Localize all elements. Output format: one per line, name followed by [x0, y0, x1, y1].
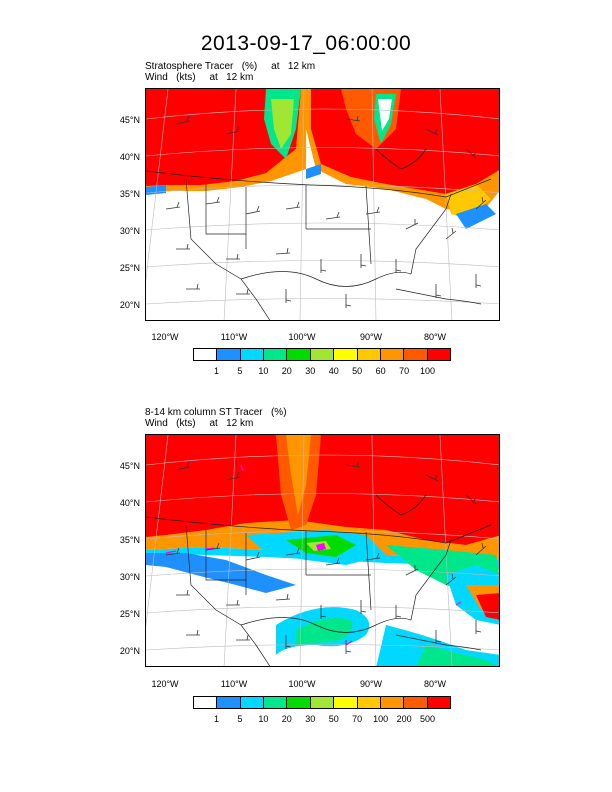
panel1-subtitle-tracer: Stratosphere Tracer (%) at 12 km [145, 61, 316, 72]
panel1-boundaries [146, 148, 492, 320]
colorbar-label: 50 [352, 366, 363, 376]
figure-title: 2013-09-17_06:00:00 [200, 32, 412, 55]
panel1-lon-label: 110°W [220, 332, 248, 342]
panel2-subtitle-wind: Wind (kts) at 12 km [145, 418, 254, 429]
panel2-map [145, 434, 500, 667]
panel2-magenta-contours [165, 464, 462, 646]
panel1-lon-label: 80°W [423, 332, 447, 342]
panel2-lon-label: 100°W [288, 679, 316, 689]
colorbar-label: 10 [258, 714, 269, 724]
colorbar-swatch [217, 697, 241, 708]
panel2-lat-label: 30°N [119, 572, 140, 582]
panel2-wind-barbs [165, 461, 487, 654]
panel2-colorbar [193, 696, 451, 709]
colorbar-label: 30 [305, 366, 316, 376]
colorbar-label: 5 [237, 366, 243, 376]
colorbar-swatch [380, 697, 405, 708]
panel2-lon-label: 110°W [220, 679, 248, 689]
colorbar-label: 70 [352, 714, 363, 724]
colorbar-label: 100 [420, 366, 436, 376]
colorbar-swatch [240, 349, 265, 360]
panel1-lat-label: 30°N [119, 226, 140, 236]
panel1-lat-label: 25°N [119, 263, 140, 273]
panel1-lon-label: 90°W [359, 332, 383, 342]
panel1-lat-label: 45°N [119, 115, 140, 125]
colorbar-label: 50 [328, 714, 339, 724]
colorbar-swatch [264, 349, 288, 360]
panel2-subtitle-tracer: 8-14 km column ST Tracer (%) [145, 407, 287, 418]
colorbar-swatch [380, 349, 405, 360]
panel1-wind-barbs [165, 115, 487, 308]
colorbar-swatch [194, 349, 218, 360]
colorbar-swatch [240, 697, 265, 708]
panel1-subtitle-wind: Wind (kts) at 12 km [145, 72, 254, 83]
colorbar-swatch [427, 349, 450, 360]
colorbar-label: 100 [373, 714, 389, 724]
colorbar-label: 10 [258, 366, 269, 376]
panel2-lon-label: 90°W [359, 679, 383, 689]
panel1-colorbar [193, 348, 451, 361]
panel1-lon-label: 100°W [288, 332, 316, 342]
colorbar-swatch [287, 697, 311, 708]
colorbar-swatch [310, 349, 335, 360]
colorbar-swatch [264, 697, 288, 708]
colorbar-swatch [404, 349, 428, 360]
colorbar-swatch [310, 697, 335, 708]
panel2-boundaries [146, 494, 492, 666]
colorbar-swatch [357, 697, 381, 708]
panel2-lat-label: 35°N [119, 535, 140, 545]
colorbar-label: 30 [305, 714, 316, 724]
colorbar-label: 1 [213, 366, 219, 376]
panel2-graticule [146, 435, 499, 666]
colorbar-swatch [427, 697, 450, 708]
panel1-tracer-field [146, 89, 499, 229]
colorbar-label: 20 [281, 366, 292, 376]
colorbar-swatch [357, 349, 381, 360]
panel1-lat-label: 40°N [119, 152, 140, 162]
colorbar-swatch [217, 349, 241, 360]
panel2-lat-label: 45°N [119, 461, 140, 471]
panel2-lon-label: 120°W [151, 679, 179, 689]
colorbar-label: 20 [281, 714, 292, 724]
colorbar-label: 60 [375, 366, 386, 376]
colorbar-swatch [404, 697, 428, 708]
panel1-map-svg [146, 89, 499, 320]
panel1-graticule [146, 89, 499, 320]
panel2-map-svg [146, 435, 499, 666]
colorbar-swatch [334, 697, 358, 708]
colorbar-swatch [334, 349, 358, 360]
colorbar-swatch [194, 697, 218, 708]
panel2-tracer-field [146, 435, 499, 666]
panel1-map [145, 88, 500, 321]
colorbar-label: 70 [399, 366, 410, 376]
colorbar-label: 40 [328, 366, 339, 376]
colorbar-label: 1 [213, 714, 219, 724]
panel1-lat-label: 20°N [119, 300, 140, 310]
colorbar-label: 500 [420, 714, 436, 724]
panel1-lon-label: 120°W [151, 332, 179, 342]
panel2-lat-label: 40°N [119, 498, 140, 508]
colorbar-swatch [287, 349, 311, 360]
panel2-lat-label: 25°N [119, 609, 140, 619]
colorbar-label: 200 [396, 714, 412, 724]
panel2-lat-label: 20°N [119, 646, 140, 656]
panel2-lon-label: 80°W [423, 679, 447, 689]
colorbar-label: 5 [237, 714, 243, 724]
panel1-lat-label: 35°N [119, 189, 140, 199]
